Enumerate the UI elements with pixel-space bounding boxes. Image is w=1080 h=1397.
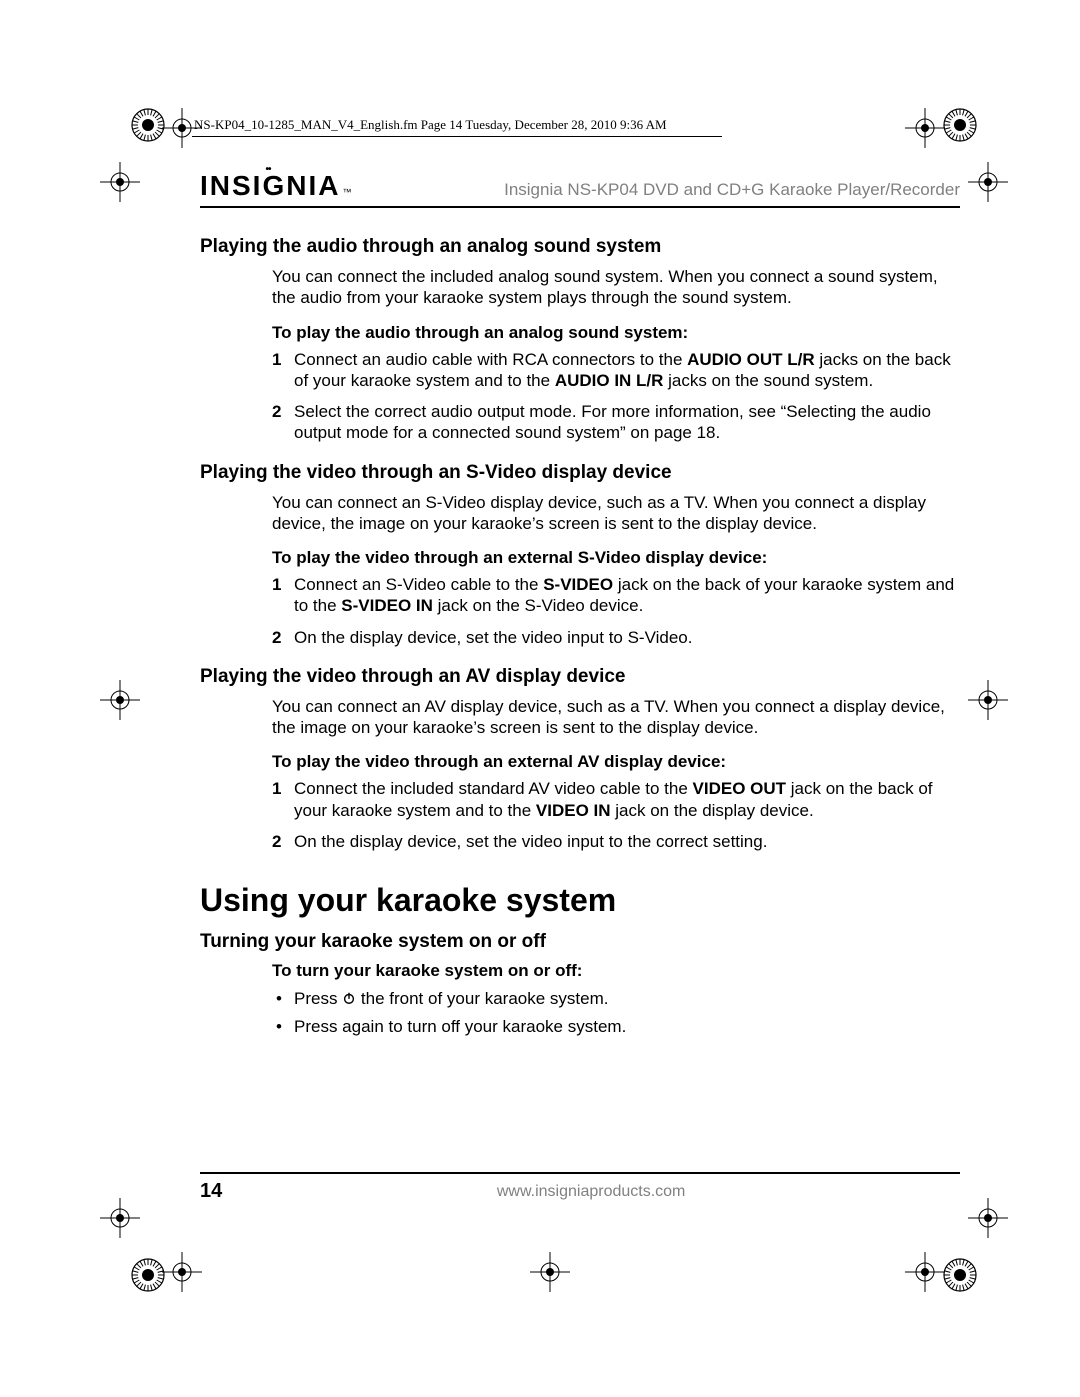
crop-mark-icon (100, 680, 140, 720)
bullet-dot: • (272, 987, 294, 1011)
bullet-item: • Press the front of your karaoke system… (272, 987, 960, 1011)
body-paragraph: You can connect an S-Video display devic… (272, 492, 960, 535)
crop-mark-icon (905, 108, 945, 148)
bullet-item: • Press again to turn off your karaoke s… (272, 1015, 960, 1039)
bullet-list: • Press the front of your karaoke system… (272, 987, 960, 1039)
page-footer: 14 www.insigniaproducts.com (200, 1172, 960, 1203)
insignia-logo: INSI••GNIA™ (200, 170, 351, 202)
step-item: 2 On the display device, set the video i… (272, 831, 960, 852)
main-heading: Using your karaoke system (200, 882, 960, 919)
page-number: 14 (200, 1180, 222, 1203)
step-number: 1 (272, 574, 294, 617)
step-number: 2 (272, 401, 294, 444)
body-paragraph: You can connect an AV display device, su… (272, 696, 960, 739)
section-heading: Turning your karaoke system on or off (200, 931, 960, 953)
crop-mark-icon (162, 1252, 202, 1292)
crop-mark-icon (940, 1255, 980, 1295)
step-number: 2 (272, 627, 294, 648)
bullet-text: Press the front of your karaoke system. (294, 987, 960, 1011)
step-list: 1 Connect the included standard AV video… (272, 778, 960, 852)
crop-mark-icon (100, 162, 140, 202)
step-number: 1 (272, 778, 294, 821)
step-text: Select the correct audio output mode. Fo… (294, 401, 960, 444)
sub-heading: To play the audio through an analog soun… (272, 323, 960, 343)
step-item: 1 Connect an audio cable with RCA connec… (272, 349, 960, 392)
page-content: INSI••GNIA™ Insignia NS-KP04 DVD and CD+… (200, 170, 960, 1043)
step-item: 2 On the display device, set the video i… (272, 627, 960, 648)
crop-mark-icon (530, 1252, 570, 1292)
step-text: On the display device, set the video inp… (294, 831, 960, 852)
crop-mark-icon (905, 1252, 945, 1292)
file-path-header: NS-KP04_10-1285_MAN_V4_English.fm Page 1… (192, 115, 722, 137)
step-text: On the display device, set the video inp… (294, 627, 960, 648)
section-heading: Playing the audio through an analog soun… (200, 236, 960, 258)
step-text: Connect an S-Video cable to the S-VIDEO … (294, 574, 960, 617)
crop-mark-icon (968, 1198, 1008, 1238)
sub-heading: To turn your karaoke system on or off: (272, 961, 960, 981)
crop-mark-icon (940, 105, 980, 145)
section-heading: Playing the video through an S-Video dis… (200, 462, 960, 484)
crop-mark-icon (100, 1198, 140, 1238)
step-list: 1 Connect an S-Video cable to the S-VIDE… (272, 574, 960, 648)
body-paragraph: You can connect the included analog soun… (272, 266, 960, 309)
step-number: 2 (272, 831, 294, 852)
step-item: 2 Select the correct audio output mode. … (272, 401, 960, 444)
step-text: Connect the included standard AV video c… (294, 778, 960, 821)
crop-mark-icon (968, 680, 1008, 720)
step-item: 1 Connect an S-Video cable to the S-VIDE… (272, 574, 960, 617)
step-text: Connect an audio cable with RCA connecto… (294, 349, 960, 392)
section-heading: Playing the video through an AV display … (200, 666, 960, 688)
bullet-dot: • (272, 1015, 294, 1039)
step-list: 1 Connect an audio cable with RCA connec… (272, 349, 960, 444)
step-item: 1 Connect the included standard AV video… (272, 778, 960, 821)
bullet-text: Press again to turn off your karaoke sys… (294, 1015, 960, 1039)
sub-heading: To play the video through an external AV… (272, 752, 960, 772)
sub-heading: To play the video through an external S-… (272, 548, 960, 568)
product-name: Insignia NS-KP04 DVD and CD+G Karaoke Pl… (504, 180, 960, 202)
power-icon (342, 988, 356, 1002)
step-number: 1 (272, 349, 294, 392)
crop-mark-icon (968, 162, 1008, 202)
footer-url: www.insigniaproducts.com (497, 1183, 686, 1201)
page-header: INSI••GNIA™ Insignia NS-KP04 DVD and CD+… (200, 170, 960, 208)
